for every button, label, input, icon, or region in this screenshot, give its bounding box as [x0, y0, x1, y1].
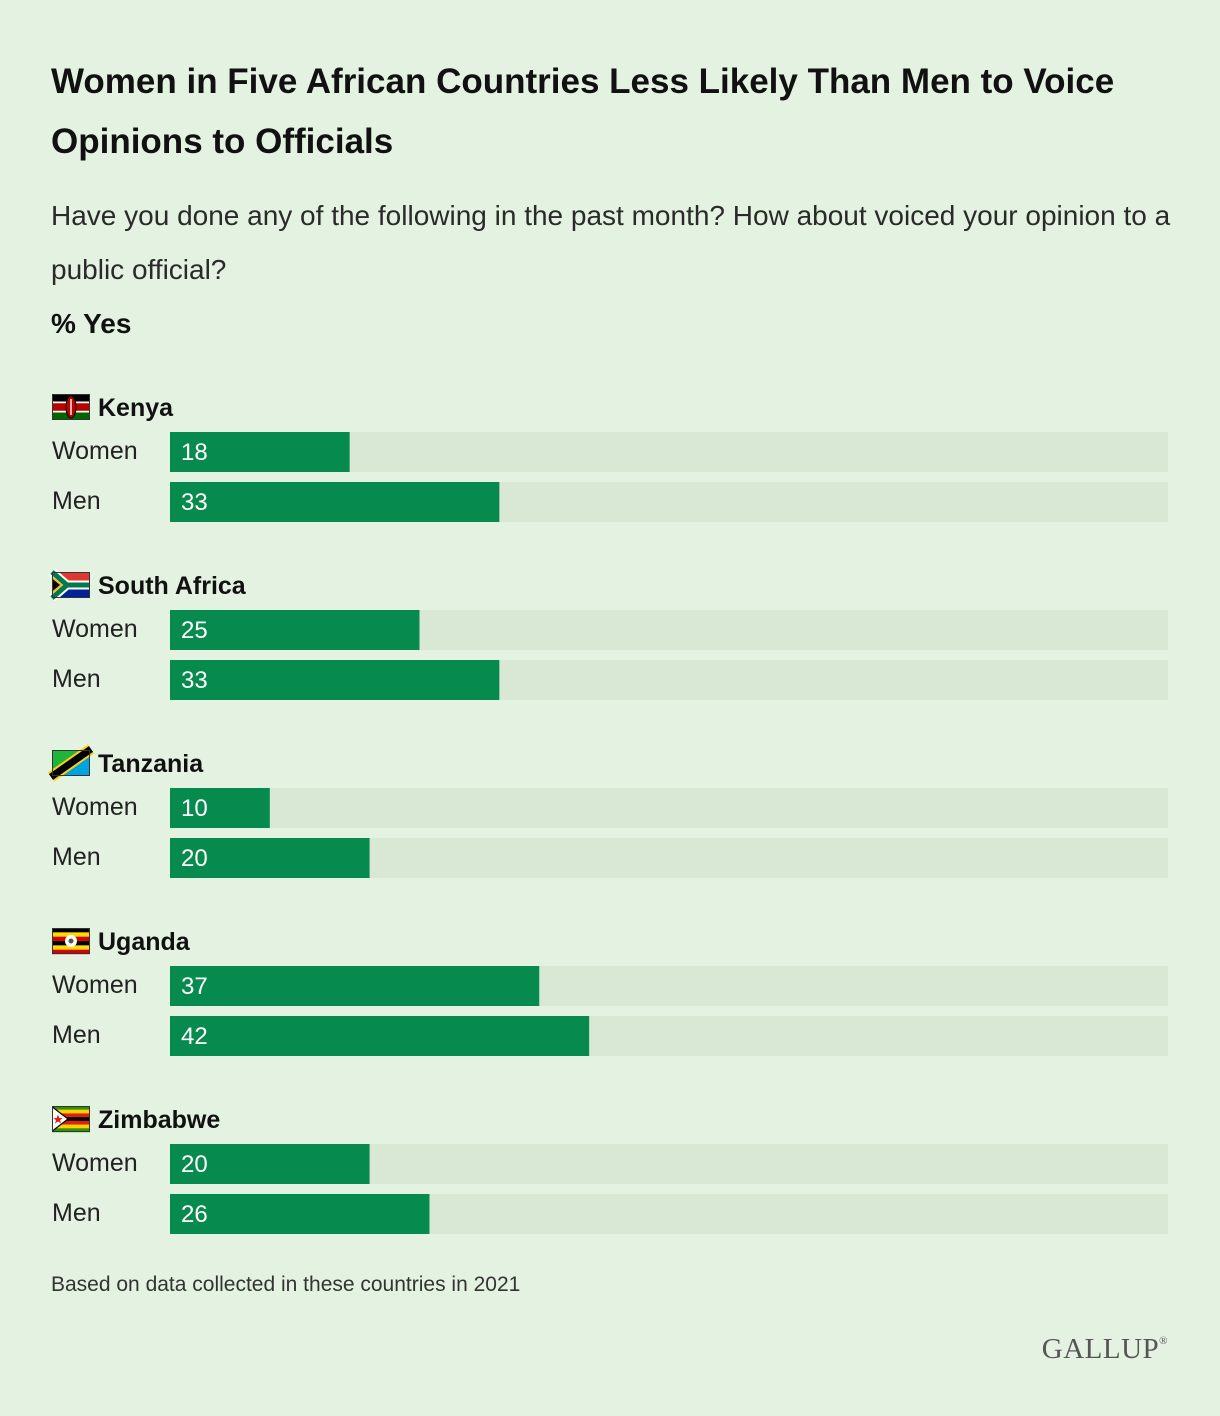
country-group-uganda: Uganda Women 37 Men 42 [52, 928, 1168, 1056]
gallup-logo: GALLUP® [1042, 1333, 1168, 1366]
series-label: Women [52, 793, 138, 821]
zimbabwe-flag-icon [52, 1106, 90, 1133]
series-label: Men [52, 487, 101, 515]
bar-track [170, 788, 1168, 828]
value-label: 33 [181, 667, 208, 694]
value-label: 10 [181, 795, 208, 822]
uganda-flag-icon [52, 928, 90, 955]
bar-tanzania-women [170, 788, 270, 828]
value-label: 20 [181, 845, 208, 872]
bar-chart: Kenya Women 18 Men 33 South Africa Women 25 Men 3… [47, 394, 1168, 1234]
bar-zimbabwe-men [170, 1194, 430, 1234]
series-label: Men [52, 1021, 101, 1049]
kenya-flag-icon [52, 394, 90, 420]
unit-label: % Yes [51, 308, 132, 339]
country-label: Kenya [98, 394, 174, 422]
tanzania-flag-icon [47, 744, 95, 782]
value-label: 25 [181, 617, 208, 644]
country-group-south-africa: South Africa Women 25 Men 33 [49, 568, 1168, 700]
value-label: 18 [181, 439, 208, 466]
series-label: Women [52, 615, 138, 643]
value-label: 33 [181, 489, 208, 516]
country-label: South Africa [98, 572, 247, 600]
registered-mark: ® [1159, 1335, 1168, 1347]
series-label: Women [52, 971, 138, 999]
chart-title: Women in Five African Countries Less Lik… [51, 62, 1115, 161]
bar-uganda-men [170, 1016, 590, 1056]
bar-kenya-women [170, 432, 350, 472]
bar-uganda-women [170, 966, 540, 1006]
brand-name: GALLUP [1041, 1333, 1160, 1365]
bar-kenya-men [170, 482, 500, 522]
bar-south-africa-women [170, 610, 420, 650]
country-group-zimbabwe: Zimbabwe Women 20 Men 26 [52, 1106, 1168, 1234]
bar-tanzania-men [170, 838, 370, 878]
series-label: Men [52, 665, 101, 693]
series-label: Men [52, 1199, 101, 1227]
series-label: Women [52, 437, 138, 465]
bar-south-africa-men [170, 660, 500, 700]
value-label: 37 [181, 973, 208, 1000]
series-label: Men [52, 843, 101, 871]
country-label: Zimbabwe [98, 1106, 220, 1134]
country-label: Uganda [98, 928, 191, 956]
bar-zimbabwe-women [170, 1144, 370, 1184]
series-label: Women [52, 1149, 138, 1177]
value-label: 20 [181, 1151, 208, 1178]
value-label: 42 [181, 1023, 208, 1050]
footnote: Based on data collected in these countri… [51, 1273, 521, 1296]
chart-subtitle: Have you done any of the following in th… [51, 200, 1171, 285]
south-africa-flag-icon [49, 568, 90, 602]
country-group-kenya: Kenya Women 18 Men 33 [52, 394, 1168, 522]
value-label: 26 [181, 1201, 208, 1228]
country-group-tanzania: Tanzania Women 10 Men 20 [47, 744, 1168, 878]
country-label: Tanzania [98, 750, 204, 778]
